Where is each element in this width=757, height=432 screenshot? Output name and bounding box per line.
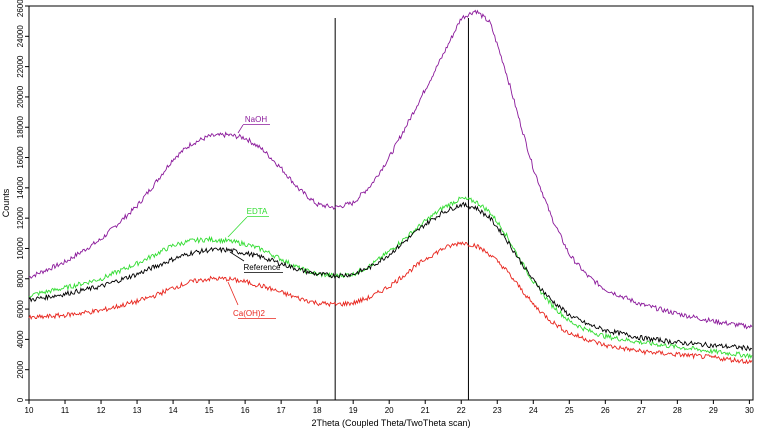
y-tick-label: 6000 xyxy=(16,300,25,318)
series-line-edta xyxy=(28,196,753,360)
x-tick-label: 28 xyxy=(673,406,682,415)
y-tick-label: 26000 xyxy=(16,0,25,17)
x-tick-label: 29 xyxy=(709,406,718,415)
y-tick-label: 22000 xyxy=(16,55,25,78)
series-label-reference: Reference xyxy=(244,263,281,272)
x-tick-label: 22 xyxy=(457,406,466,415)
x-tick-label: 19 xyxy=(349,406,358,415)
x-tick-label: 25 xyxy=(565,406,574,415)
series-label-ca-oh-2: Ca(OH)2 xyxy=(233,309,266,318)
series-label-naoh: NaOH xyxy=(245,115,267,124)
y-tick-label: 8000 xyxy=(16,269,25,287)
x-axis: 10 11 12 13 14 15 16 17 18 19 20 21 22 23 24 25 26 27 28 29… xyxy=(25,400,754,415)
series-label-leader xyxy=(227,281,239,306)
series-label-leader xyxy=(227,216,248,238)
x-tick-label: 14 xyxy=(169,406,178,415)
series-line-naoh xyxy=(28,9,753,330)
y-axis: 0 2000 4000 6000 8000 10000 12000 14000 16000 180… xyxy=(16,0,29,402)
x-tick-label: 24 xyxy=(529,406,538,415)
y-tick-label: 12000 xyxy=(16,206,25,229)
x-tick-label: 27 xyxy=(637,406,646,415)
y-tick-label: 20000 xyxy=(16,85,25,108)
y-tick-label: 10000 xyxy=(16,237,25,260)
x-tick-label: 26 xyxy=(601,406,610,415)
plot-frame xyxy=(28,5,754,401)
series-label-leader xyxy=(237,124,244,134)
x-tick-label: 16 xyxy=(241,406,250,415)
x-tick-label: 21 xyxy=(421,406,430,415)
series-labels: NaOH EDTA Reference Ca(OH)2 xyxy=(227,115,283,319)
series-label-leader xyxy=(229,251,245,262)
y-tick-label: 2000 xyxy=(16,360,25,378)
series-group xyxy=(28,9,753,365)
y-tick-label: 0 xyxy=(16,397,25,402)
y-tick-label: 24000 xyxy=(16,25,25,48)
x-axis-label: 2Theta (Coupled Theta/TwoTheta scan) xyxy=(312,418,471,428)
x-tick-label: 23 xyxy=(493,406,502,415)
series-line-ca-oh-2 xyxy=(28,241,753,365)
x-tick-label: 30 xyxy=(745,406,754,415)
x-tick-label: 11 xyxy=(61,406,70,415)
x-tick-label: 13 xyxy=(133,406,142,415)
y-tick-label: 18000 xyxy=(16,116,25,139)
series-line-reference xyxy=(28,201,753,352)
marker-lines xyxy=(334,18,469,400)
x-tick-label: 10 xyxy=(25,406,34,415)
series-label-edta: EDTA xyxy=(247,207,268,216)
y-axis-label: Counts xyxy=(1,188,11,217)
x-tick-label: 17 xyxy=(277,406,286,415)
x-tick-label: 15 xyxy=(205,406,214,415)
y-tick-label: 16000 xyxy=(16,146,25,169)
x-tick-label: 18 xyxy=(313,406,322,415)
y-tick-label: 14000 xyxy=(16,176,25,199)
x-tick-label: 20 xyxy=(385,406,394,415)
x-tick-label: 12 xyxy=(97,406,106,415)
y-tick-label: 4000 xyxy=(16,330,25,348)
